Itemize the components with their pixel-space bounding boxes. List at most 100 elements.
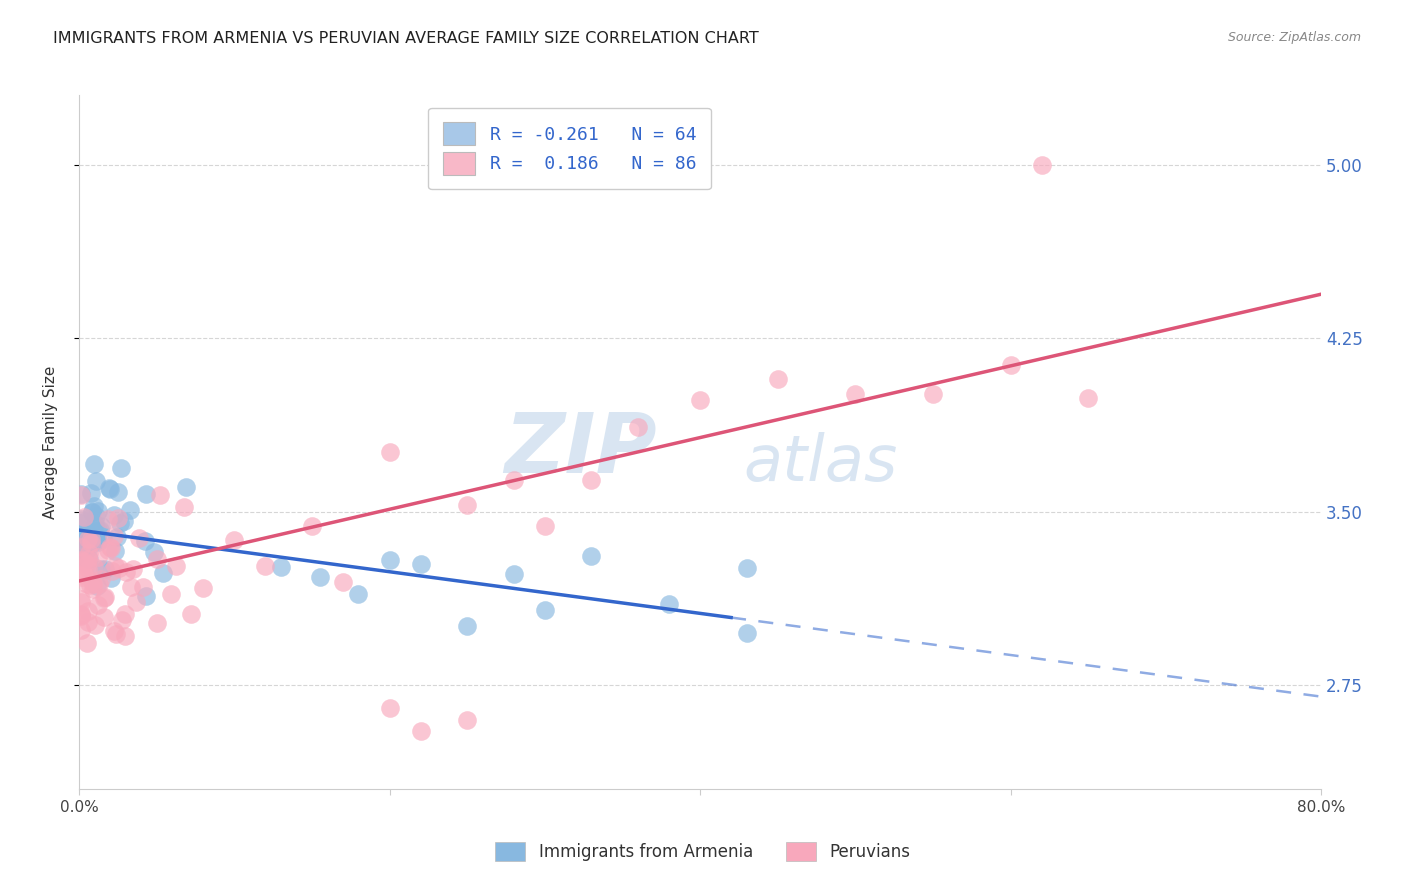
- Point: [77, 535, 100, 549]
- Point: [173, 500, 195, 515]
- Point: [132, 580, 155, 594]
- Point: [332, 574, 354, 589]
- Point: [108, 516, 131, 530]
- Point: [110, 613, 132, 627]
- Point: [533, 602, 555, 616]
- Point: [94, 591, 117, 605]
- Point: [104, 543, 127, 558]
- Point: [160, 587, 183, 601]
- Point: [270, 560, 292, 574]
- Point: [378, 553, 401, 567]
- Point: [145, 615, 167, 630]
- Point: [84, 475, 107, 489]
- Point: [456, 498, 478, 512]
- Point: [86, 579, 108, 593]
- Point: [766, 372, 789, 386]
- Point: [149, 488, 172, 502]
- Text: atlas: atlas: [744, 432, 898, 494]
- Point: [87, 550, 110, 565]
- Point: [135, 487, 157, 501]
- Point: [107, 511, 129, 525]
- Point: [308, 569, 330, 583]
- Point: [83, 525, 105, 540]
- Point: [125, 595, 148, 609]
- Point: [97, 543, 120, 558]
- Point: [89, 577, 111, 591]
- Point: [104, 627, 127, 641]
- Point: [456, 618, 478, 632]
- Point: [79, 552, 101, 566]
- Point: [87, 523, 110, 537]
- Point: [114, 607, 136, 621]
- Point: [83, 560, 105, 574]
- Point: [80, 536, 103, 550]
- Point: [844, 386, 866, 401]
- Point: [1077, 391, 1099, 405]
- Point: [87, 503, 110, 517]
- Point: [86, 599, 108, 613]
- Point: [70, 553, 93, 567]
- Point: [142, 544, 165, 558]
- Point: [82, 582, 104, 596]
- Point: [378, 701, 401, 715]
- Point: [70, 487, 93, 501]
- Point: [658, 598, 681, 612]
- Point: [80, 531, 103, 545]
- Point: [70, 608, 93, 623]
- Point: [104, 559, 127, 574]
- Point: [105, 530, 128, 544]
- Text: ZIP: ZIP: [503, 409, 657, 490]
- Point: [80, 505, 103, 519]
- Point: [73, 510, 96, 524]
- Point: [75, 527, 97, 541]
- Point: [70, 591, 93, 606]
- Point: [347, 586, 370, 600]
- Point: [378, 444, 401, 458]
- Point: [80, 485, 103, 500]
- Point: [80, 505, 103, 519]
- Point: [75, 514, 97, 528]
- Point: [135, 590, 157, 604]
- Point: [76, 528, 98, 542]
- Point: [1031, 158, 1053, 172]
- Point: [82, 574, 104, 589]
- Point: [103, 624, 125, 639]
- Point: [77, 542, 100, 557]
- Point: [922, 386, 945, 401]
- Point: [70, 516, 93, 530]
- Point: [1000, 358, 1022, 372]
- Point: [83, 499, 105, 513]
- Point: [627, 420, 650, 434]
- Point: [84, 517, 107, 532]
- Point: [70, 570, 93, 584]
- Point: [502, 566, 524, 581]
- Point: [146, 552, 169, 566]
- Point: [87, 535, 110, 549]
- Point: [90, 572, 112, 586]
- Point: [120, 580, 142, 594]
- Point: [79, 577, 101, 591]
- Point: [98, 482, 121, 496]
- Point: [180, 607, 202, 621]
- Point: [107, 561, 129, 575]
- Point: [75, 533, 97, 548]
- Point: [76, 577, 98, 591]
- Point: [70, 595, 93, 609]
- Point: [735, 561, 758, 575]
- Point: [735, 626, 758, 640]
- Point: [409, 557, 432, 571]
- Point: [100, 570, 122, 584]
- Point: [70, 512, 93, 526]
- Point: [97, 512, 120, 526]
- Point: [77, 546, 100, 560]
- Point: [76, 636, 98, 650]
- Text: Source: ZipAtlas.com: Source: ZipAtlas.com: [1227, 31, 1361, 45]
- Point: [101, 565, 124, 579]
- Point: [502, 473, 524, 487]
- Point: [84, 508, 107, 523]
- Point: [152, 566, 174, 580]
- Point: [69, 607, 91, 622]
- Point: [69, 568, 91, 582]
- Point: [93, 610, 115, 624]
- Point: [86, 532, 108, 546]
